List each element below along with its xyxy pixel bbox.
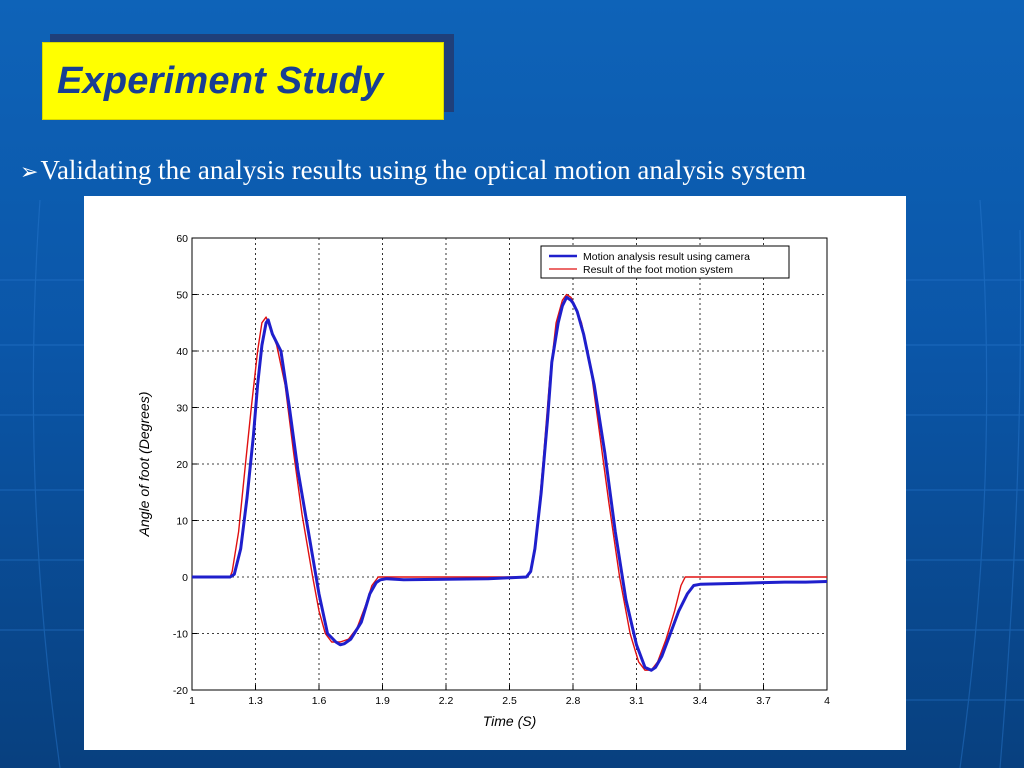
y-tick-label: 30 <box>176 403 188 415</box>
x-tick-label: 3.7 <box>756 695 771 707</box>
legend-label-foot-system: Result of the foot motion system <box>583 264 733 276</box>
legend-label-camera: Motion analysis result using camera <box>583 251 750 263</box>
line-chart: 1 1.3 1.6 1.9 2.2 2.5 2.8 3.1 3.4 3.7 4 60 50 40 30 20 1… <box>136 233 830 729</box>
y-tick-label: 20 <box>176 459 188 471</box>
x-tick-label: 2.2 <box>439 695 454 707</box>
x-tick-label: 1.3 <box>248 695 263 707</box>
y-tick-label: 60 <box>176 233 188 245</box>
x-tick-label: 2.8 <box>566 695 581 707</box>
x-tick-label: 3.1 <box>629 695 644 707</box>
axis-ticks: 1 1.3 1.6 1.9 2.2 2.5 2.8 3.1 3.4 3.7 4 60 50 40 30 20 1… <box>173 233 830 707</box>
y-tick-label: 50 <box>176 290 188 302</box>
x-tick-label: 3.4 <box>693 695 708 707</box>
bullet-item: ➢Validating the analysis results using t… <box>20 150 1020 193</box>
slide-title: Experiment Study <box>57 59 384 102</box>
y-tick-label: 0 <box>182 572 188 584</box>
arrow-bullet-icon: ➢ <box>20 160 39 185</box>
y-tick-label: -20 <box>173 685 188 697</box>
grid <box>192 238 827 690</box>
chart-panel: 1 1.3 1.6 1.9 2.2 2.5 2.8 3.1 3.4 3.7 4 60 50 40 30 20 1… <box>84 196 906 750</box>
series <box>192 293 828 672</box>
x-axis-label: Time (S) <box>483 713 537 729</box>
y-tick-label: -10 <box>173 629 188 641</box>
x-tick-label: 2.5 <box>502 695 517 707</box>
plot-area-frame <box>191 237 828 691</box>
y-tick-label: 10 <box>176 516 188 528</box>
series-line-camera <box>192 295 828 672</box>
bullet-text: Validating the analysis results using th… <box>40 155 807 185</box>
y-tick-label: 40 <box>176 346 188 358</box>
x-tick-label: 1.9 <box>375 695 390 707</box>
x-tick-label: 1 <box>189 695 195 707</box>
y-axis-label: Angle of foot (Degrees) <box>136 392 152 538</box>
x-tick-label: 1.6 <box>312 695 327 707</box>
x-tick-label: 4 <box>824 695 830 707</box>
title-box: Experiment Study <box>42 42 444 120</box>
legend: Motion analysis result using camera Resu… <box>540 245 790 279</box>
legend-box <box>540 245 790 279</box>
